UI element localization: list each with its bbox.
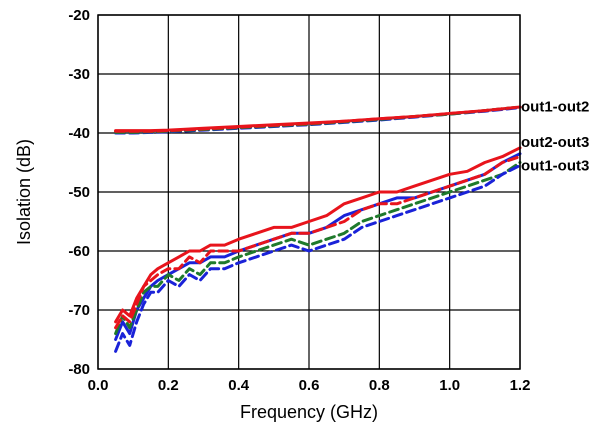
series-line-red-solid <box>114 146 522 324</box>
x-tick-label: 0.2 <box>158 377 179 394</box>
curve-labels: out1-out2 out2-out3 out1-out3 <box>521 98 589 174</box>
y-tick-label: -20 <box>68 7 90 24</box>
curve-label-out1-out2: out1-out2 <box>521 98 589 115</box>
series-layer <box>114 105 522 353</box>
x-tick-label: 0.6 <box>299 377 320 394</box>
series-line-red-solid <box>114 105 522 133</box>
y-tick-label: -30 <box>68 66 90 83</box>
series-line-red-dashed <box>114 155 522 330</box>
y-tick-label: -40 <box>68 125 90 142</box>
y-tick-label: -70 <box>68 302 90 319</box>
x-tick-label: 0.4 <box>228 377 250 394</box>
x-axis-title: Frequency (GHz) <box>240 402 378 422</box>
curve-label-out2-out3: out2-out3 <box>521 134 589 151</box>
series-line-green-dashed <box>114 161 522 336</box>
y-axis-title: Isolation (dB) <box>14 139 34 245</box>
y-tick-label: -50 <box>68 184 90 201</box>
plot-frame <box>97 14 521 370</box>
x-tick-labels: 0.0 0.2 0.4 0.6 0.8 1.0 1.2 <box>88 377 531 394</box>
x-tick-label: 1.2 <box>510 377 531 394</box>
series-line-red-dashed <box>114 105 522 133</box>
x-tick-label: 0.0 <box>88 377 109 394</box>
y-tick-label: -60 <box>68 243 90 260</box>
series-line-blue-dashed <box>114 163 522 353</box>
x-tick-label: 1.0 <box>439 377 460 394</box>
curve-label-out1-out3: out1-out3 <box>521 157 589 174</box>
x-tick-label: 0.8 <box>369 377 390 394</box>
y-tick-labels: -20 -30 -40 -50 -60 -70 -80 <box>68 7 90 378</box>
grid-lines <box>97 14 521 370</box>
y-tick-label: -80 <box>68 361 90 378</box>
